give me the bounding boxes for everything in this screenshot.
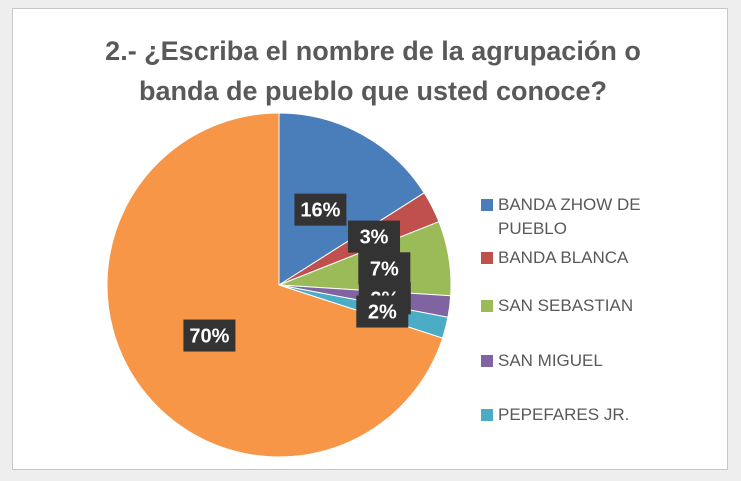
legend-label: BANDA ZHOW DE PUEBLO — [498, 195, 641, 238]
chart-title: 2.- ¿Escriba el nombre de la agrupación … — [105, 36, 641, 106]
data-label: 3% — [360, 227, 389, 249]
data-label: 7% — [370, 258, 399, 280]
legend-swatch — [481, 300, 493, 312]
legend-entry: SAN MIGUEL — [481, 349, 698, 373]
legend-swatch — [481, 252, 493, 264]
data-label: 70% — [189, 326, 229, 348]
label-box — [294, 193, 347, 226]
legend-entry: BANDA BLANCA — [481, 246, 698, 270]
label-box — [356, 295, 409, 328]
legend-entry: PEPEFARES JR. — [481, 403, 698, 427]
pie-slice — [106, 112, 444, 458]
legend-entry: BANDA ZHOW DE PUEBLO — [481, 193, 698, 241]
legend-label: SAN SEBASTIAN — [498, 296, 634, 315]
legend-swatch — [481, 199, 493, 211]
data-label: 16% — [300, 200, 340, 222]
data-label: 2% — [368, 302, 397, 324]
label-box — [348, 220, 401, 253]
label-box — [358, 252, 411, 285]
label-box — [183, 319, 236, 352]
legend-entry: SAN SEBASTIAN — [481, 294, 698, 318]
legend-label: BANDA BLANCA — [498, 248, 629, 267]
pie-slice — [278, 112, 425, 286]
legend-label: SAN MIGUEL — [498, 351, 603, 370]
legend-label: PEPEFARES JR. — [498, 405, 630, 424]
legend-swatch — [481, 409, 493, 421]
legend-swatch — [481, 355, 493, 367]
